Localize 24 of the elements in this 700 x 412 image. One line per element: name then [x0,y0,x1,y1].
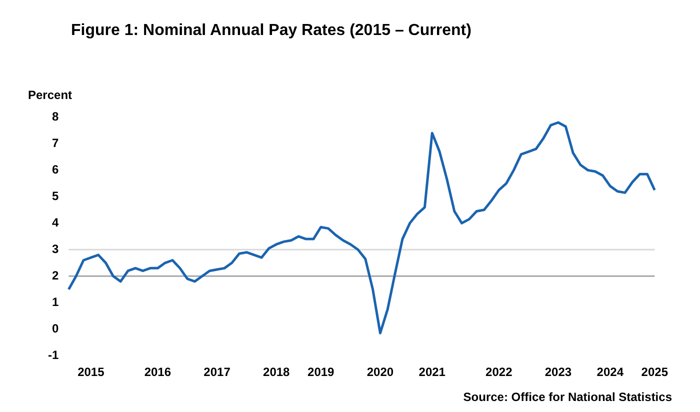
y-tick-label: 8 [52,110,59,124]
y-tick-label: 6 [52,162,59,176]
x-tick-label: 2022 [486,365,513,380]
y-tick-label: 4 [52,215,59,230]
x-tick-label: 2015 [78,365,105,380]
source-note: Source: Office for National Statistics [463,390,672,404]
x-tick-label: 2018 [263,365,290,380]
x-tick-label: 2025 [641,365,668,380]
y-tick-label: 7 [52,136,59,150]
x-tick-label: 2017 [204,365,231,380]
x-tick-label: 2023 [544,365,572,380]
chart-title: Figure 1: Nominal Annual Pay Rates (2015 – Current) [71,22,472,40]
y-tick-label: 1 [52,294,59,309]
x-tick-label: 2020 [366,365,394,380]
y-tick-label: 0 [52,321,59,336]
y-tick-label: 3 [52,242,59,256]
y-tick-label: 2 [52,268,59,282]
y-tick-label: -1 [48,348,59,362]
x-tick-label: 2016 [144,365,172,380]
y-tick-label: 5 [52,188,59,203]
x-tick-label: 2021 [418,365,446,380]
x-tick-label: 2019 [308,365,335,380]
y-axis-title: Percent [28,88,72,102]
x-tick-label: 2024 [596,365,624,380]
